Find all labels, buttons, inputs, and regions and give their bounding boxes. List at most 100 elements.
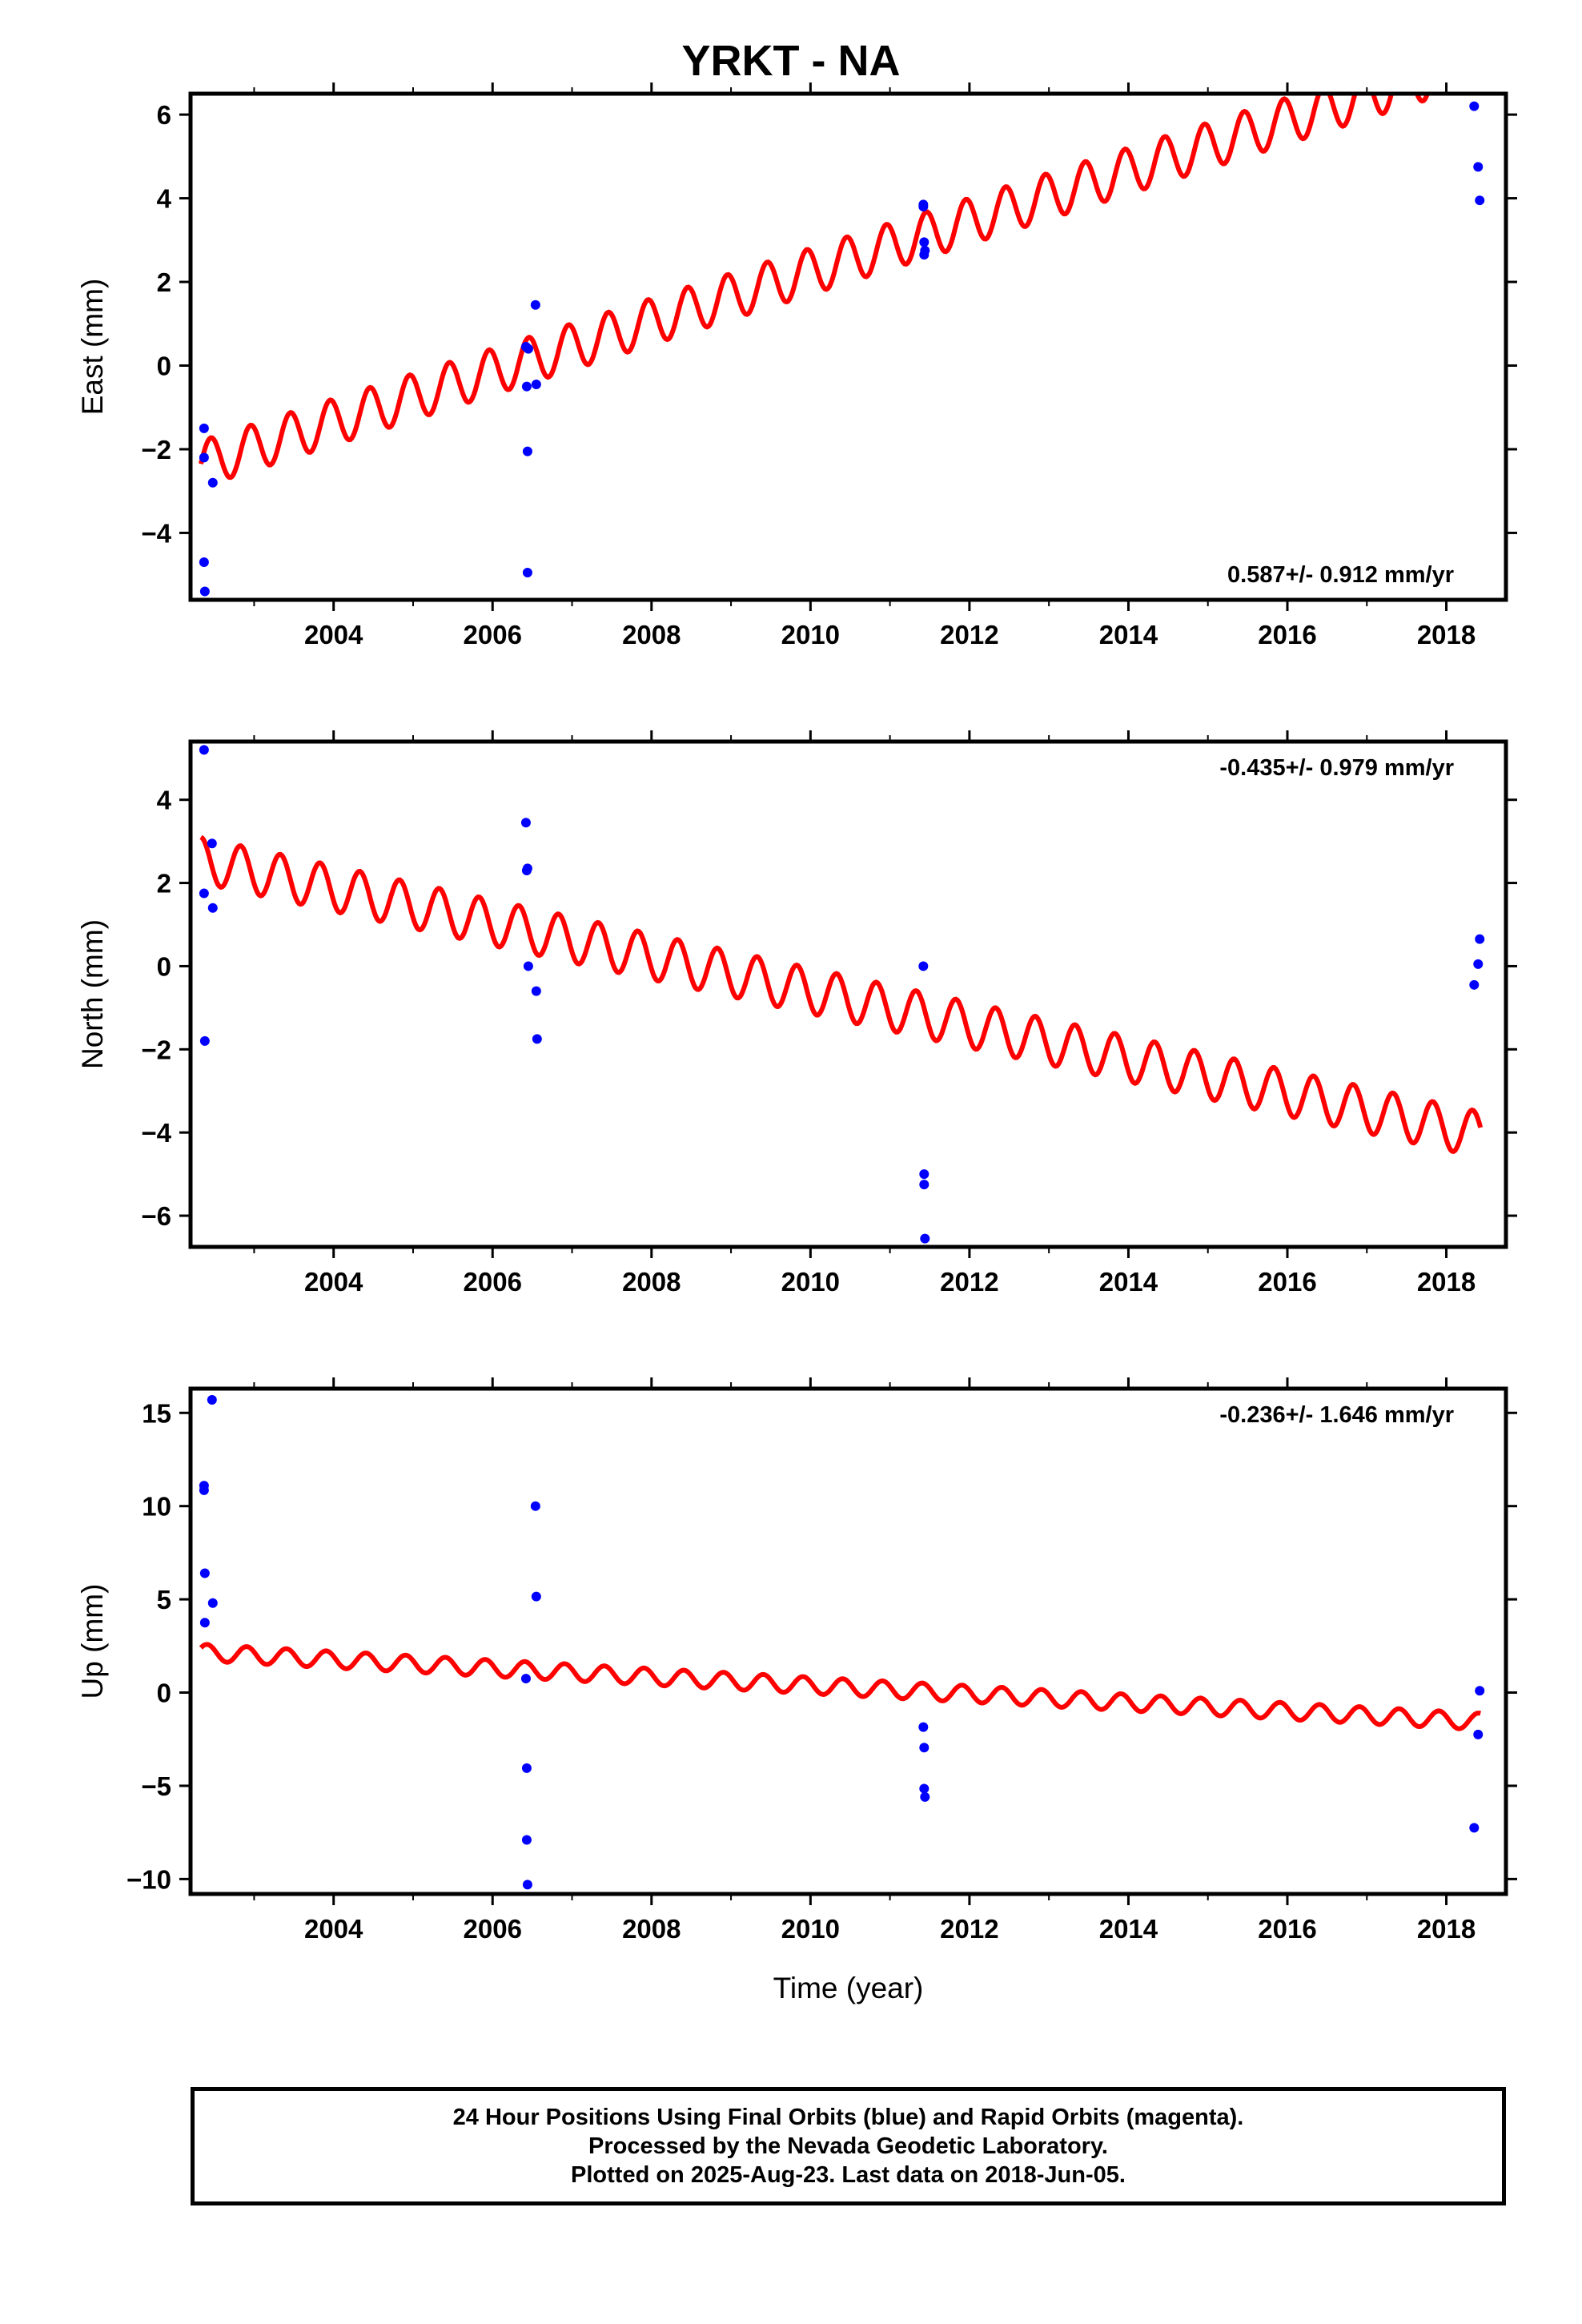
data-point: [530, 300, 540, 310]
y-tick-label: 0: [157, 1679, 171, 1708]
model-fit-line: [199, 1642, 1482, 1731]
data-point: [521, 381, 532, 392]
y-tick-label: 0: [157, 951, 171, 981]
model-fit-line: [199, 834, 1484, 1155]
y-tick-label: 4: [157, 786, 172, 815]
y-tick-label: −10: [126, 1864, 171, 1894]
data-point: [199, 1618, 210, 1628]
x-tick-label: 2006: [464, 1267, 522, 1297]
x-tick-label: 2006: [464, 1914, 522, 1944]
data-point: [1473, 1729, 1484, 1739]
data-point: [520, 1674, 531, 1684]
data-point: [522, 1880, 532, 1890]
data-point: [1475, 195, 1485, 206]
x-tick-label: 2004: [304, 620, 363, 649]
y-tick-label: 4: [157, 184, 172, 214]
velocity-rate-label: 0.587+/- 0.912 mm/yr: [1227, 562, 1454, 588]
y-axis-title: Up (mm): [76, 1584, 109, 1699]
x-tick-label: 2014: [1099, 1267, 1158, 1297]
x-tick-label: 2012: [940, 1914, 998, 1944]
data-point: [1473, 959, 1484, 969]
data-point: [1469, 1823, 1480, 1833]
footer-line-1: 24 Hour Positions Using Final Orbits (bl…: [452, 2105, 1244, 2130]
y-tick-label: −2: [141, 1035, 171, 1064]
data-point: [207, 903, 218, 913]
data-point: [207, 1598, 218, 1608]
footer-line-3: Plotted on 2025-Aug-23. Last data on 201…: [571, 2162, 1126, 2188]
x-tick-label: 2012: [940, 620, 998, 649]
data-point: [919, 1783, 930, 1794]
y-tick-label: 0: [157, 352, 171, 381]
data-point: [199, 745, 209, 755]
data-point: [522, 863, 532, 874]
data-point: [919, 1180, 930, 1190]
y-tick-label: 10: [142, 1492, 171, 1522]
page-title: YRKT - NA: [681, 37, 901, 85]
data-point: [1475, 1686, 1485, 1696]
data-point: [1469, 101, 1480, 111]
data-point: [523, 961, 533, 971]
x-tick-label: 2014: [1099, 620, 1158, 649]
data-point: [531, 380, 541, 390]
data-point: [522, 568, 532, 578]
y-tick-label: −2: [141, 435, 171, 464]
panel-up: 2004 2006 2008 2010 2012 2014 2016 2018 −10 −5 0 5 1…: [76, 1377, 1517, 2004]
x-tick-label: 2018: [1417, 620, 1476, 649]
data-point: [531, 1591, 541, 1602]
data-point: [919, 1743, 930, 1753]
data-point: [199, 423, 209, 433]
plot-frame: [188, 739, 1508, 1249]
x-tick-label: 2008: [622, 1914, 681, 1944]
x-tick-label: 2008: [622, 1267, 681, 1297]
data-point: [207, 477, 218, 488]
data-point: [199, 1568, 210, 1578]
model-fit-line: [198, 94, 1431, 480]
x-tick-label: 2016: [1258, 1267, 1316, 1297]
y-tick-label: 5: [157, 1585, 171, 1614]
data-point: [919, 237, 930, 247]
y-tick-label: 6: [157, 100, 171, 130]
x-tick-label: 2018: [1417, 1914, 1476, 1944]
data-point: [207, 838, 217, 849]
y-axis-title: East (mm): [76, 279, 109, 416]
y-axis-title: North (mm): [76, 919, 109, 1069]
data-point: [522, 446, 532, 456]
data-point: [1475, 934, 1485, 944]
y-tick-label: 2: [157, 267, 171, 297]
data-point: [530, 1501, 540, 1511]
data-point: [920, 1233, 930, 1244]
x-tick-label: 2008: [622, 620, 681, 649]
x-tick-label: 2004: [304, 1914, 363, 1944]
x-tick-label: 2014: [1099, 1914, 1158, 1944]
panel-east: 2004 2006 2008 2010 2012 2014 2016 2018 −4 −2 0 2 4 6…: [76, 82, 1517, 649]
y-tick-label: −6: [141, 1201, 171, 1231]
y-tick-label: 15: [142, 1398, 171, 1428]
data-point: [532, 1034, 542, 1044]
data-point: [521, 1763, 532, 1773]
data-point: [918, 1722, 929, 1732]
data-point: [1469, 979, 1480, 990]
x-tick-label: 2006: [464, 620, 522, 649]
data-point: [920, 245, 930, 255]
x-tick-label: 2018: [1417, 1267, 1476, 1297]
data-point: [199, 1485, 209, 1495]
x-tick-label: 2010: [781, 1267, 840, 1297]
footer-line-2: Processed by the Nevada Geodetic Laborat…: [588, 2133, 1108, 2159]
data-point: [199, 452, 209, 463]
x-tick-label: 2010: [781, 1914, 840, 1944]
y-tick-label: −4: [141, 1118, 171, 1148]
footer-caption-box: 24 Hour Positions Using Final Orbits (bl…: [191, 2087, 1506, 2205]
data-point: [207, 1394, 217, 1405]
data-point: [199, 1035, 210, 1046]
panel-north: 2004 2006 2008 2010 2012 2014 2016 2018 −6 −4 −2 0 2…: [76, 730, 1517, 1297]
x-tick-label: 2010: [781, 620, 840, 649]
y-tick-label: 2: [157, 869, 171, 899]
data-point: [918, 199, 929, 210]
y-tick-label: −4: [141, 518, 171, 548]
data-point: [199, 557, 209, 567]
data-point: [919, 1169, 930, 1180]
data-point: [920, 1791, 930, 1802]
data-point: [199, 586, 210, 597]
y-tick-label: −5: [141, 1771, 171, 1801]
data-point: [521, 1835, 532, 1845]
